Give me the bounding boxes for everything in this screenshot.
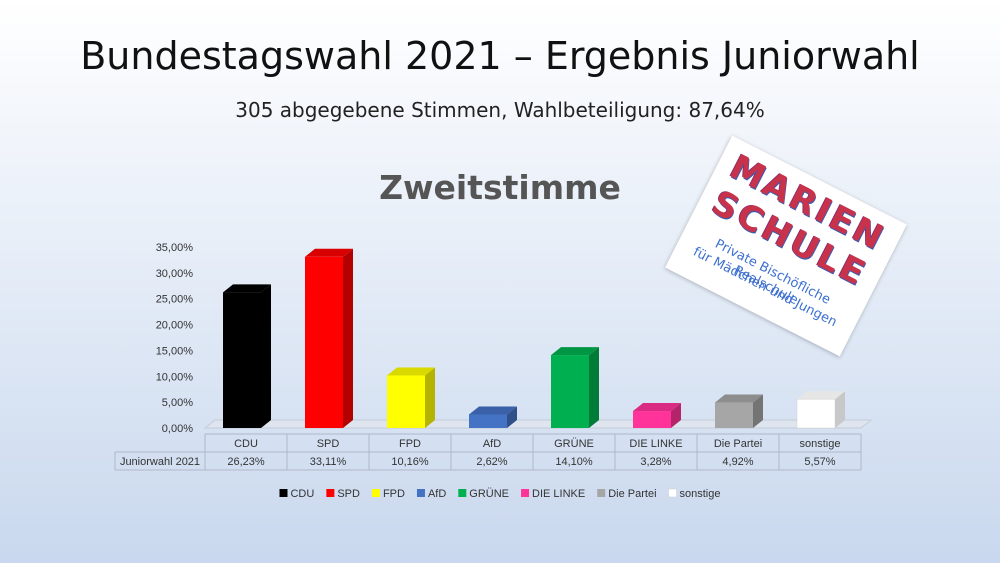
bar-top (387, 367, 435, 376)
y-tick-label: 10,00% (156, 371, 194, 383)
bar-side (507, 406, 517, 428)
bar (796, 398, 836, 429)
bar (305, 256, 343, 428)
y-tick-label: 30,00% (156, 268, 194, 280)
bar-top (305, 248, 353, 257)
category-label: CDU (234, 438, 258, 450)
y-tick-label: 5,00% (162, 397, 193, 409)
legend-label: GRÜNE (469, 488, 509, 500)
legend-label: FPD (383, 488, 405, 500)
bar-top (797, 391, 845, 400)
y-tick-label: 25,00% (156, 294, 194, 306)
data-label: 2,62% (476, 456, 507, 468)
category-label: Die Partei (714, 438, 762, 450)
bar (223, 292, 261, 428)
legend-label: sonstige (680, 488, 721, 500)
bar-side (753, 394, 763, 428)
bar-top (469, 406, 517, 415)
legend-label: AfD (428, 488, 446, 500)
data-label: 14,10% (555, 456, 593, 468)
category-label: AfD (483, 438, 501, 450)
data-label: 26,23% (227, 456, 265, 468)
bar-top (223, 284, 271, 293)
bar-side (835, 391, 845, 428)
category-label: DIE LINKE (629, 438, 682, 450)
bar (469, 414, 507, 428)
legend-label: DIE LINKE (532, 488, 585, 500)
data-label: 10,16% (391, 456, 429, 468)
y-tick-label: 20,00% (156, 320, 194, 332)
category-label: SPD (317, 438, 340, 450)
bar-top (715, 394, 763, 403)
page-subtitle: 305 abgegebene Stimmen, Wahlbeteiligung:… (235, 98, 765, 122)
chart-floor (203, 419, 873, 429)
bar (715, 402, 753, 428)
legend-label: Die Partei (608, 488, 656, 500)
bar (387, 375, 425, 428)
bar-side (589, 347, 599, 428)
data-label: 33,11% (310, 456, 347, 468)
page-title: Bundestagswahl 2021 – Ergebnis Juniorwah… (80, 34, 920, 78)
chart-title: Zweitstimme (379, 168, 621, 207)
legend-label: CDU (290, 488, 314, 500)
category-label: sonstige (800, 438, 841, 450)
bar (551, 355, 589, 428)
legend-swatch (597, 489, 606, 497)
legend-swatch (458, 489, 467, 497)
y-tick-label: 15,00% (156, 345, 194, 357)
legend-swatch (326, 489, 335, 497)
legend-swatch (416, 489, 425, 497)
bar-side (425, 367, 435, 428)
legend-label: SPD (337, 488, 360, 500)
bar-side (261, 284, 271, 428)
bar (633, 411, 671, 428)
legend-swatch (521, 489, 530, 497)
bar-top (633, 403, 681, 412)
y-tick-label: 0,00% (162, 423, 193, 435)
series-name-label: Juniorwahl 2021 (120, 456, 200, 468)
bar-top (551, 347, 599, 356)
bar-side (671, 403, 681, 428)
data-label: 5,57% (804, 456, 835, 468)
legend-swatch (668, 488, 677, 498)
category-label: GRÜNE (554, 438, 594, 450)
y-tick-label: 35,00% (156, 242, 194, 254)
data-label: 3,28% (640, 456, 671, 468)
category-label: FPD (399, 438, 421, 450)
bar-side (343, 248, 353, 428)
legend-swatch (279, 489, 288, 497)
data-label: 4,92% (722, 456, 753, 468)
legend-swatch (371, 489, 380, 497)
